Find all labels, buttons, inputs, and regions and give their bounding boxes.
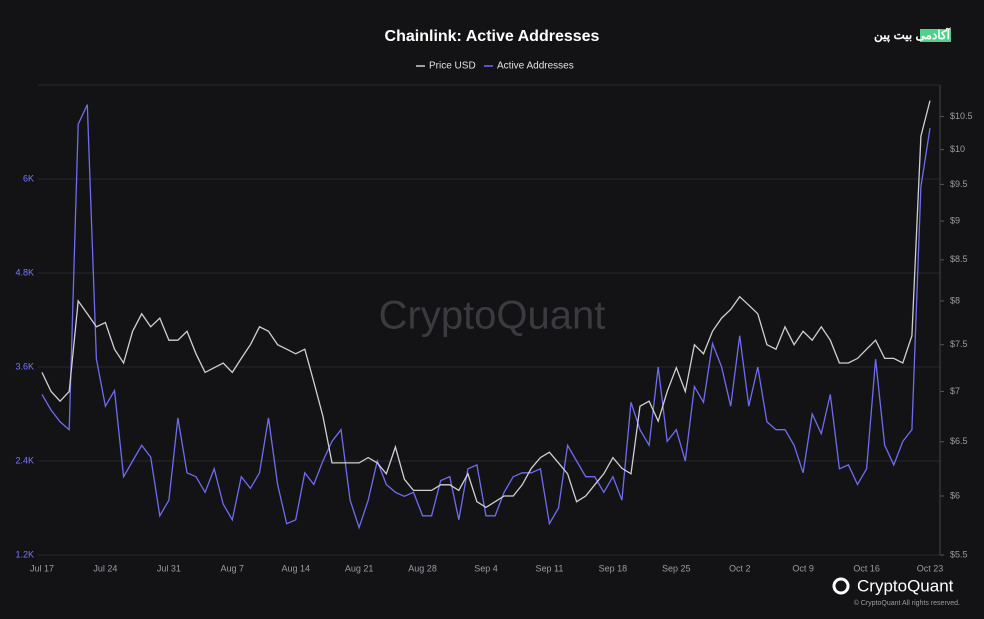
brand-icon <box>832 577 850 595</box>
y2-tick-label: $8 <box>950 295 960 305</box>
x-tick-label: Sep 11 <box>535 563 563 573</box>
series-line <box>41 100 931 509</box>
x-tick-label: Oct 2 <box>729 563 751 573</box>
y-tick-label: 3.6K <box>15 361 34 371</box>
y-tick-label: 6K <box>23 173 34 183</box>
y2-tick-label: $9 <box>950 215 960 225</box>
y2-tick-label: $6 <box>950 490 960 500</box>
y2-tick-label: $5.5 <box>950 549 968 559</box>
y-tick-label: 2.4K <box>15 455 34 465</box>
x-tick-label: Aug 14 <box>281 563 310 573</box>
y2-tick-label: $9.5 <box>950 179 968 189</box>
x-tick-label: Oct 16 <box>853 563 880 573</box>
x-tick-label: Jul 17 <box>30 563 54 573</box>
legend-label: Active Addresses <box>497 61 574 72</box>
logo-badge <box>920 29 951 42</box>
y2-tick-label: $7.5 <box>950 339 968 349</box>
chart-title: Chainlink: Active Addresses <box>385 28 600 45</box>
x-tick-label: Aug 7 <box>221 563 245 573</box>
x-tick-label: Sep 18 <box>599 563 628 573</box>
logo: آکادمی بیت پین <box>874 26 952 43</box>
x-tick-label: Oct 23 <box>917 563 944 573</box>
x-tick-label: Aug 21 <box>345 563 374 573</box>
legend-label: Price USD <box>429 61 476 72</box>
copyright: © CryptoQuant All rights reserved. <box>854 599 960 607</box>
y2-tick-label: $10.5 <box>950 111 973 121</box>
watermark: CryptoQuant <box>379 294 606 338</box>
x-tick-label: Sep 4 <box>474 563 498 573</box>
x-tick-label: Jul 24 <box>93 563 117 573</box>
brand: CryptoQuant <box>857 576 954 595</box>
series-line <box>41 104 931 530</box>
y2-tick-label: $6.5 <box>950 436 968 446</box>
y-tick-label: 1.2K <box>15 549 34 559</box>
y-tick-label: 4.8K <box>15 267 34 277</box>
x-tick-label: Jul 31 <box>157 563 181 573</box>
y2-tick-label: $8.5 <box>950 254 968 264</box>
y2-tick-label: $10 <box>950 144 965 154</box>
x-tick-label: Aug 28 <box>408 563 437 573</box>
x-tick-label: Sep 25 <box>662 563 691 573</box>
x-tick-label: Oct 9 <box>792 563 814 573</box>
y2-tick-label: $7 <box>950 386 960 396</box>
